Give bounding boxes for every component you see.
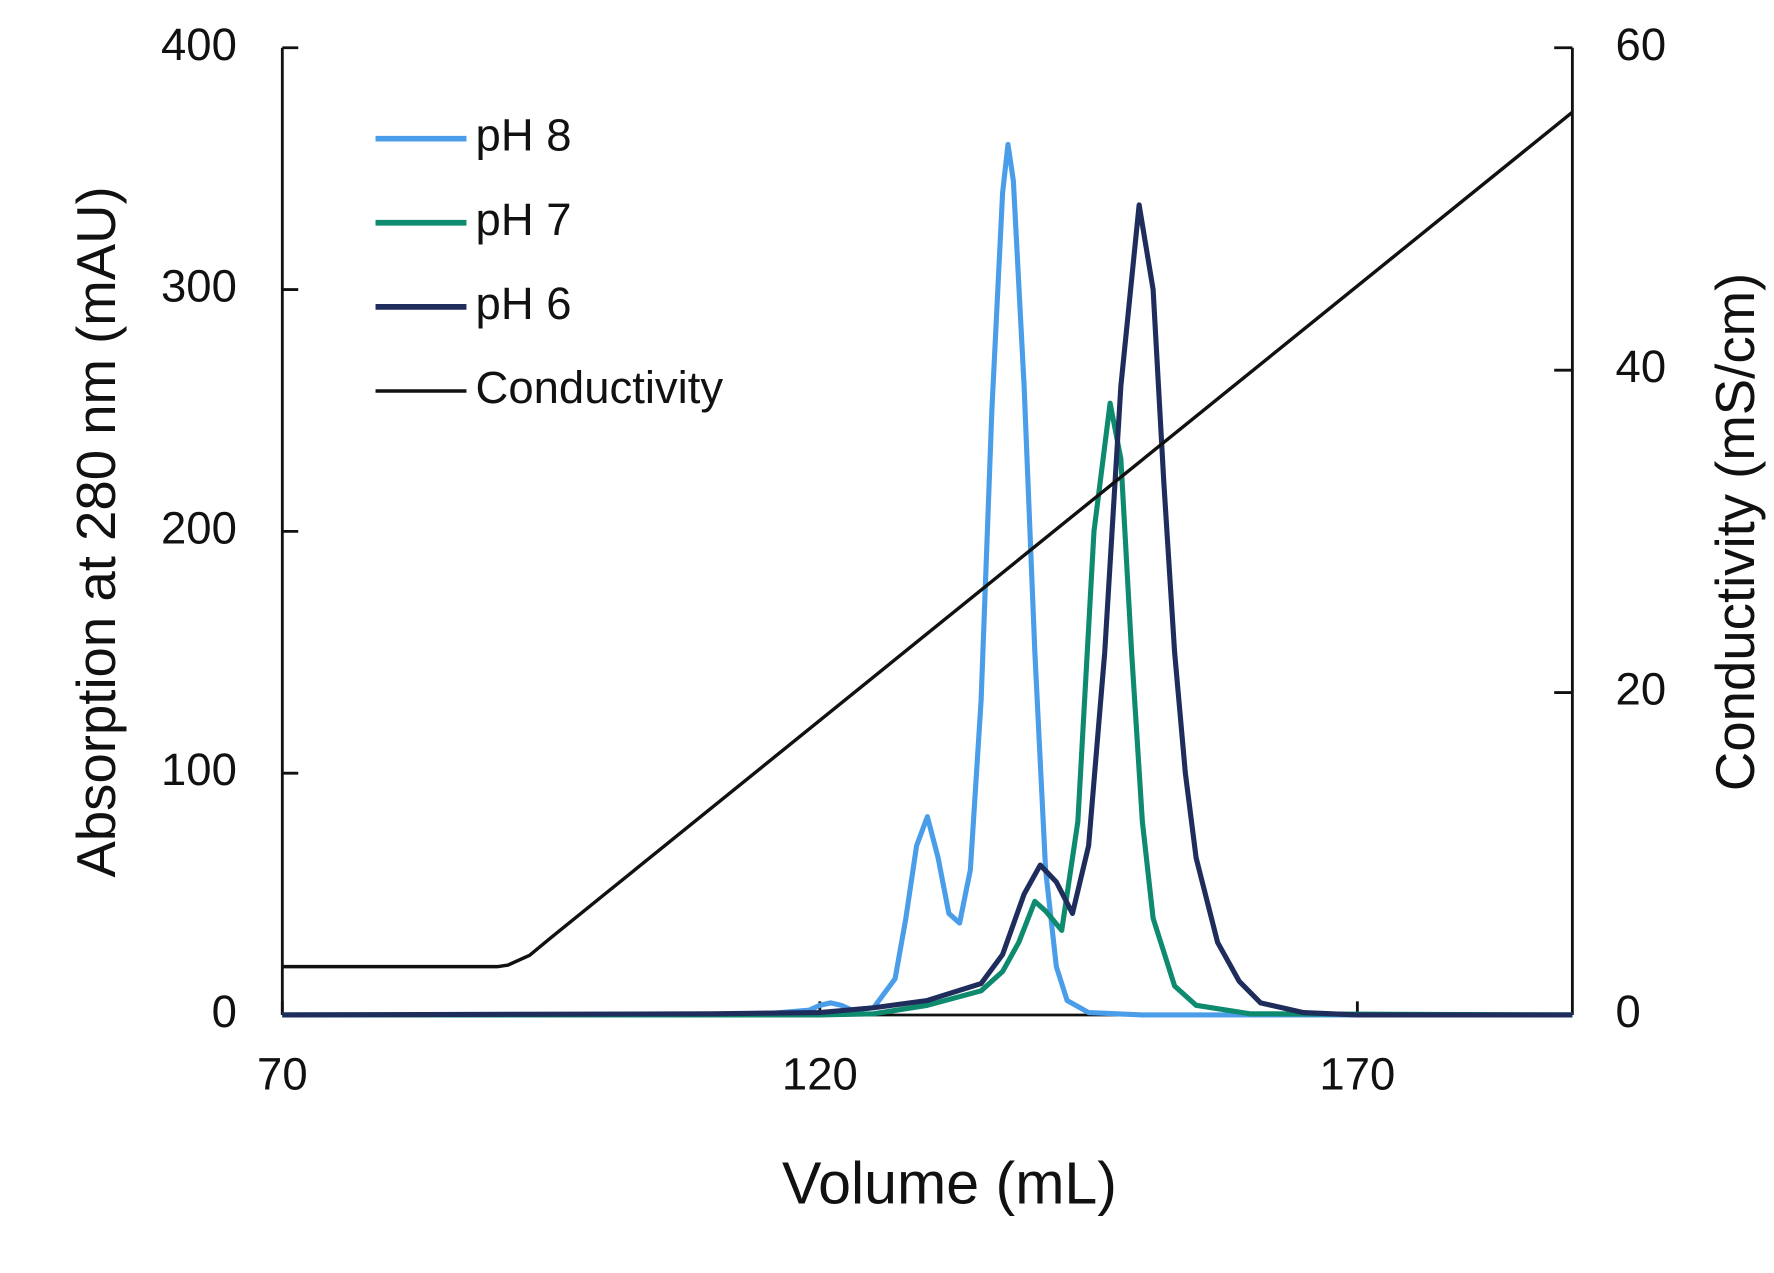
legend-label: pH 6: [476, 278, 572, 329]
x-tick-label: 120: [782, 1049, 858, 1100]
y2-tick-label: 0: [1616, 986, 1641, 1037]
y2-tick-label: 60: [1616, 19, 1667, 70]
y-tick-label: 100: [161, 744, 237, 795]
y-tick-label: 400: [161, 19, 237, 70]
y-tick-label: 300: [161, 261, 237, 312]
y-tick-label: 0: [212, 986, 237, 1037]
x-tick-label: 170: [1319, 1049, 1395, 1100]
y2-tick-label: 40: [1616, 341, 1667, 392]
y-tick-label: 200: [161, 502, 237, 553]
legend-label: Conductivity: [476, 362, 724, 413]
legend-label: pH 8: [476, 110, 572, 161]
y2-tick-label: 20: [1616, 664, 1667, 715]
series-line: [282, 202, 1573, 1018]
y2-axis-label: Conductivity (mS/cm): [1705, 273, 1766, 791]
y-axis-label: Absorption at 280 nm (mAU): [66, 186, 127, 877]
series-line: [282, 400, 1573, 1018]
series-line: [282, 110, 1574, 969]
x-tick-label: 70: [257, 1049, 308, 1100]
series-line: [282, 141, 1573, 1018]
legend-label: pH 7: [476, 194, 572, 245]
x-axis-label: Volume (mL): [782, 1149, 1117, 1216]
